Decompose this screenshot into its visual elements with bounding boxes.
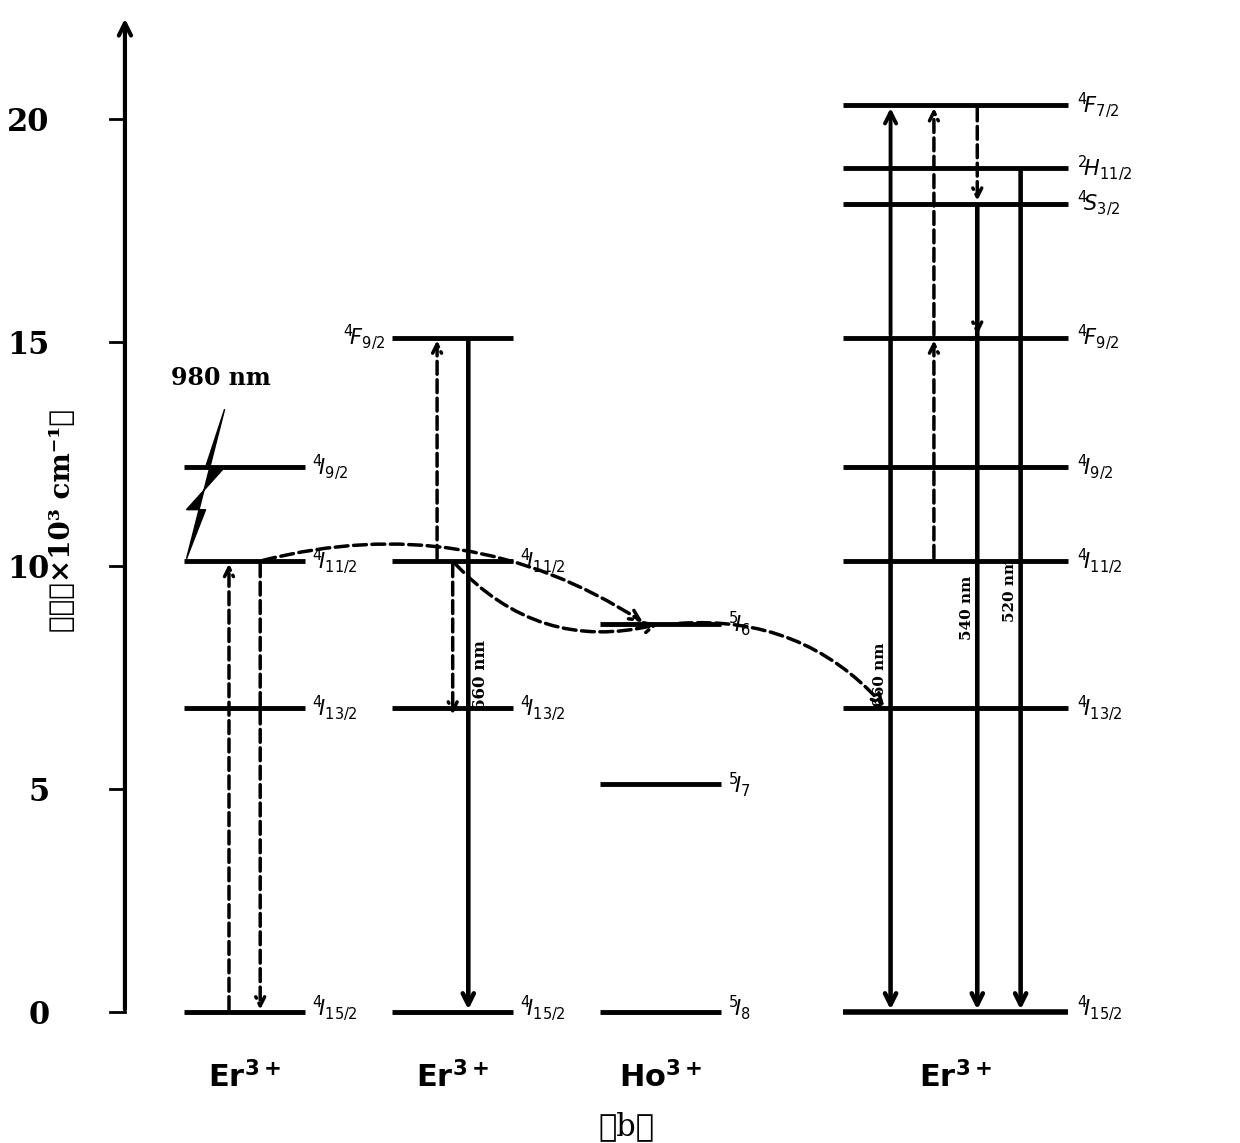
Text: $^4\!S_{3/2}$: $^4\!S_{3/2}$: [1078, 189, 1121, 218]
Text: $^4\!I_{9/2}$: $^4\!I_{9/2}$: [312, 453, 348, 482]
Text: $^4\!I_{13/2}$: $^4\!I_{13/2}$: [312, 694, 358, 724]
Text: $\mathbf{Ho^{3+}}$: $\mathbf{Ho^{3+}}$: [619, 1062, 703, 1094]
Text: 980 nm: 980 nm: [171, 366, 270, 390]
Text: $^4\!F_{7/2}$: $^4\!F_{7/2}$: [1078, 90, 1120, 120]
Polygon shape: [186, 409, 224, 559]
Text: $^5\!I_6$: $^5\!I_6$: [728, 609, 751, 638]
Text: $^4\!I_{9/2}$: $^4\!I_{9/2}$: [1078, 453, 1114, 482]
Text: $^4\!I_{11/2}$: $^4\!I_{11/2}$: [1078, 546, 1122, 576]
Text: 660 nm: 660 nm: [873, 642, 887, 708]
Text: $^4\!I_{15/2}$: $^4\!I_{15/2}$: [521, 993, 567, 1023]
Text: $\mathbf{Er^{3+}}$: $\mathbf{Er^{3+}}$: [919, 1062, 992, 1094]
Text: 能量（×10³ cm⁻¹）: 能量（×10³ cm⁻¹）: [50, 409, 76, 632]
Text: $^4\!I_{15/2}$: $^4\!I_{15/2}$: [312, 993, 358, 1023]
Text: （b）: （b）: [598, 1111, 655, 1142]
Text: $^5\!I_7$: $^5\!I_7$: [728, 770, 751, 799]
Text: $^4\!I_{11/2}$: $^4\!I_{11/2}$: [521, 546, 567, 576]
Text: $^2\!H_{11/2}$: $^2\!H_{11/2}$: [1078, 153, 1132, 183]
Text: $^4\!F_{9/2}$: $^4\!F_{9/2}$: [342, 323, 386, 352]
Text: $^5\!I_8$: $^5\!I_8$: [728, 993, 751, 1022]
Text: $\mathbf{Er^{3+}}$: $\mathbf{Er^{3+}}$: [417, 1062, 489, 1094]
Text: $^4\!I_{11/2}$: $^4\!I_{11/2}$: [312, 546, 358, 576]
Text: 540 nm: 540 nm: [960, 576, 973, 640]
Text: $^4\!I_{13/2}$: $^4\!I_{13/2}$: [1078, 694, 1122, 724]
Text: 520 nm: 520 nm: [1003, 558, 1017, 622]
Text: $^4\!F_{9/2}$: $^4\!F_{9/2}$: [1078, 323, 1120, 352]
Text: $^4\!I_{13/2}$: $^4\!I_{13/2}$: [521, 694, 567, 724]
Text: $^4\!I_{15/2}$: $^4\!I_{15/2}$: [1078, 993, 1122, 1023]
Text: $\mathbf{Er^{3+}}$: $\mathbf{Er^{3+}}$: [208, 1062, 281, 1094]
Text: 660 nm: 660 nm: [472, 640, 489, 710]
